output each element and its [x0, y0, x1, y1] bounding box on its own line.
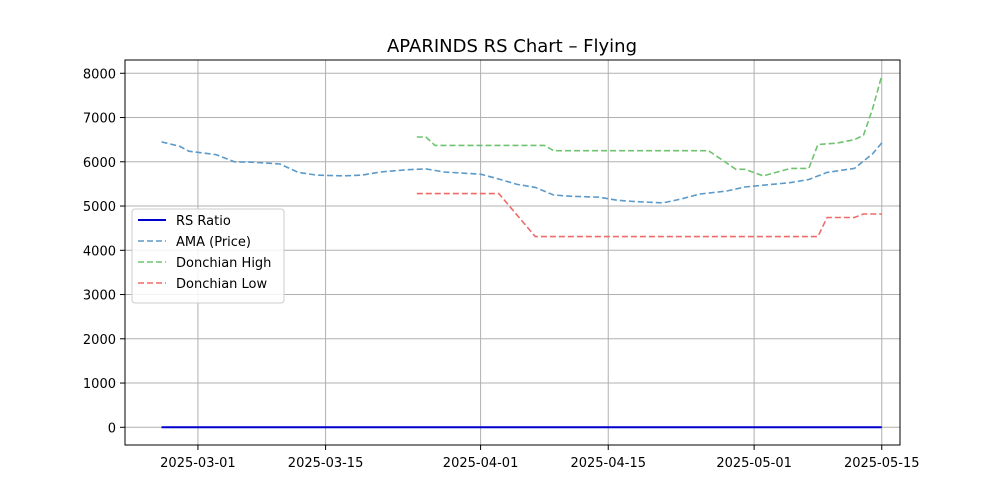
x-tick-label: 2025-05-15 — [844, 456, 920, 471]
legend-label: AMA (Price) — [176, 235, 251, 250]
x-tick-label: 2025-03-15 — [288, 456, 364, 471]
chart-title: APARINDS RS Chart – Flying — [387, 36, 637, 57]
series-line-ama-price — [161, 141, 883, 204]
y-tick-label: 3000 — [83, 289, 116, 304]
x-tick-label: 2025-03-01 — [160, 456, 236, 471]
legend: RS Ratio AMA (Price) Donchian High Donchian… — [131, 208, 285, 304]
y-tick-label: 5000 — [83, 200, 116, 215]
legend-label: RS Ratio — [176, 214, 231, 229]
grid — [125, 60, 900, 445]
y-tick-label: 8000 — [83, 67, 116, 82]
x-tick-label: 2025-05-01 — [716, 456, 792, 471]
x-tick-label: 2025-04-15 — [570, 456, 646, 471]
series-layer — [161, 75, 883, 429]
axis-ticks: 2025-03-01 2025-03-15 2025-04-01 2025-04-15… — [83, 67, 920, 471]
y-tick-label: 1000 — [83, 377, 116, 392]
series-line-donchian-low — [416, 192, 882, 238]
y-tick-label: 2000 — [83, 333, 116, 348]
legend-label: Donchian High — [176, 256, 271, 271]
x-tick-label: 2025-04-01 — [443, 456, 519, 471]
legend-label: Donchian Low — [176, 277, 268, 292]
y-tick-label: 4000 — [83, 244, 116, 259]
y-tick-label: 0 — [108, 421, 116, 436]
plot-frame — [124, 59, 901, 446]
y-tick-label: 6000 — [83, 156, 116, 171]
series-line-donchian-high — [416, 75, 883, 177]
y-tick-label: 7000 — [83, 112, 116, 127]
legend-box — [131, 208, 285, 304]
